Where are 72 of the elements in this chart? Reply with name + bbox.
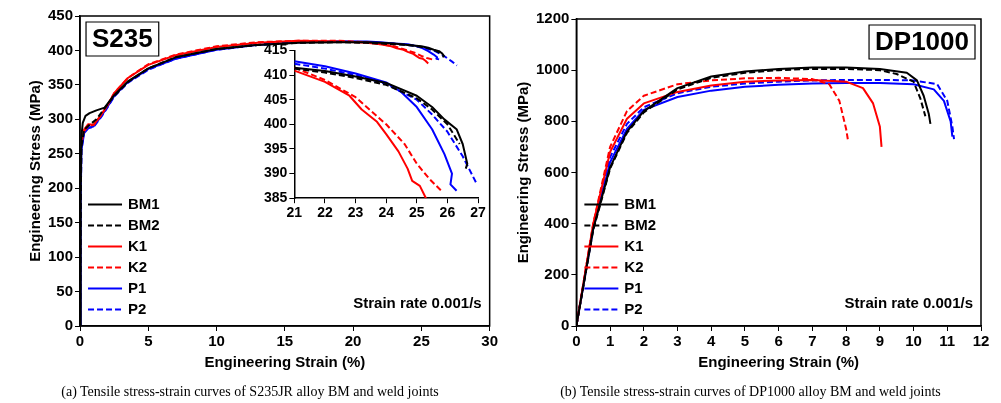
x-tick-label: 0 [572, 332, 581, 350]
y-tick-label: 200 [48, 178, 74, 196]
legend-label: P1 [624, 278, 643, 296]
x-tick-label: 3 [673, 332, 682, 350]
x-tick-label: 27 [470, 204, 486, 221]
legend-label: K2 [624, 257, 644, 275]
y-tick-label: 0 [64, 316, 74, 334]
x-axis-title: Engineering Strain (%) [698, 353, 860, 371]
text: (a) Tensile stress-strain curves of S235JR alloy BM and weld joints [61, 383, 439, 400]
x-axis-title: Engineering Strain (%) [204, 353, 366, 371]
x-tick-label: 12 [972, 332, 990, 350]
legend-label: BM2 [624, 215, 657, 233]
x-tick-label: 1 [605, 332, 615, 350]
text: (b) Tensile stress-strain curves of DP1000 alloy BM and weld joints [560, 383, 941, 400]
x-tick-label: 20 [344, 332, 362, 350]
x-tick-label: 24 [378, 204, 395, 221]
y-tick-label: 400 [48, 40, 74, 58]
y-tick-label: 400 [264, 115, 288, 132]
y-tick-label: 390 [264, 164, 288, 181]
x-tick-label: 30 [481, 332, 498, 350]
annotation: Strain rate 0.001/s [844, 294, 973, 312]
legend-label: BM1 [624, 194, 657, 212]
y-tick-label: 405 [264, 90, 288, 107]
x-tick-label: 11 [939, 332, 956, 350]
chart-title: S235 [92, 23, 153, 54]
y-tick-label: 600 [544, 162, 570, 180]
x-tick-label: 7 [808, 332, 817, 350]
legend-label: K1 [624, 236, 644, 254]
legend-label: P2 [624, 299, 643, 317]
legend-label: K2 [128, 257, 148, 275]
y-tick-label: 1200 [535, 9, 570, 27]
y-tick-label: 800 [544, 111, 570, 129]
y-tick-label: 400 [544, 213, 570, 231]
x-tick-label: 22 [317, 204, 333, 221]
x-tick-label: 25 [413, 332, 430, 350]
y-tick-label: 350 [48, 75, 74, 93]
x-tick-label: 0 [75, 332, 85, 350]
y-tick-label: 50 [56, 281, 74, 299]
legend-label: BM2 [128, 215, 160, 233]
x-tick-label: 15 [276, 332, 294, 350]
x-tick-label: 5 [740, 332, 750, 350]
x-tick-label: 26 [439, 204, 456, 221]
legend-label: BM1 [128, 194, 160, 212]
y-tick-label: 300 [48, 109, 74, 127]
y-axis-title: Engineering Stress (MPa) [514, 81, 532, 264]
legend-label: P1 [128, 278, 147, 296]
y-tick-label: 150 [48, 212, 74, 230]
x-tick-label: 9 [875, 332, 885, 350]
x-tick-label: 10 [905, 332, 922, 350]
y-tick-label: 200 [544, 264, 570, 282]
y-axis-title: Engineering Stress (MPa) [26, 80, 44, 262]
y-tick-label: 395 [264, 139, 288, 156]
legend-label: P2 [128, 299, 147, 317]
x-tick-label: 10 [208, 332, 225, 350]
annotation: Strain rate 0.001/s [353, 294, 482, 312]
x-tick-label: 5 [144, 332, 153, 350]
y-tick-label: 410 [264, 65, 288, 82]
x-tick-label: 25 [409, 204, 425, 221]
x-tick-label: 2 [639, 332, 648, 350]
y-tick-label: 250 [48, 143, 74, 161]
y-tick-label: 450 [48, 6, 74, 24]
y-tick-label: 0 [561, 316, 570, 334]
legend-label: K1 [128, 236, 148, 254]
x-tick-label: 21 [286, 204, 303, 221]
x-tick-label: 23 [347, 204, 364, 221]
y-tick-label: 385 [264, 189, 288, 206]
x-tick-label: 6 [774, 332, 783, 350]
x-tick-label: 8 [841, 332, 851, 350]
chart-title: DP1000 [875, 26, 970, 57]
x-tick-label: 4 [707, 332, 717, 350]
y-tick-label: 100 [48, 247, 74, 265]
y-tick-label: 1000 [535, 60, 570, 78]
